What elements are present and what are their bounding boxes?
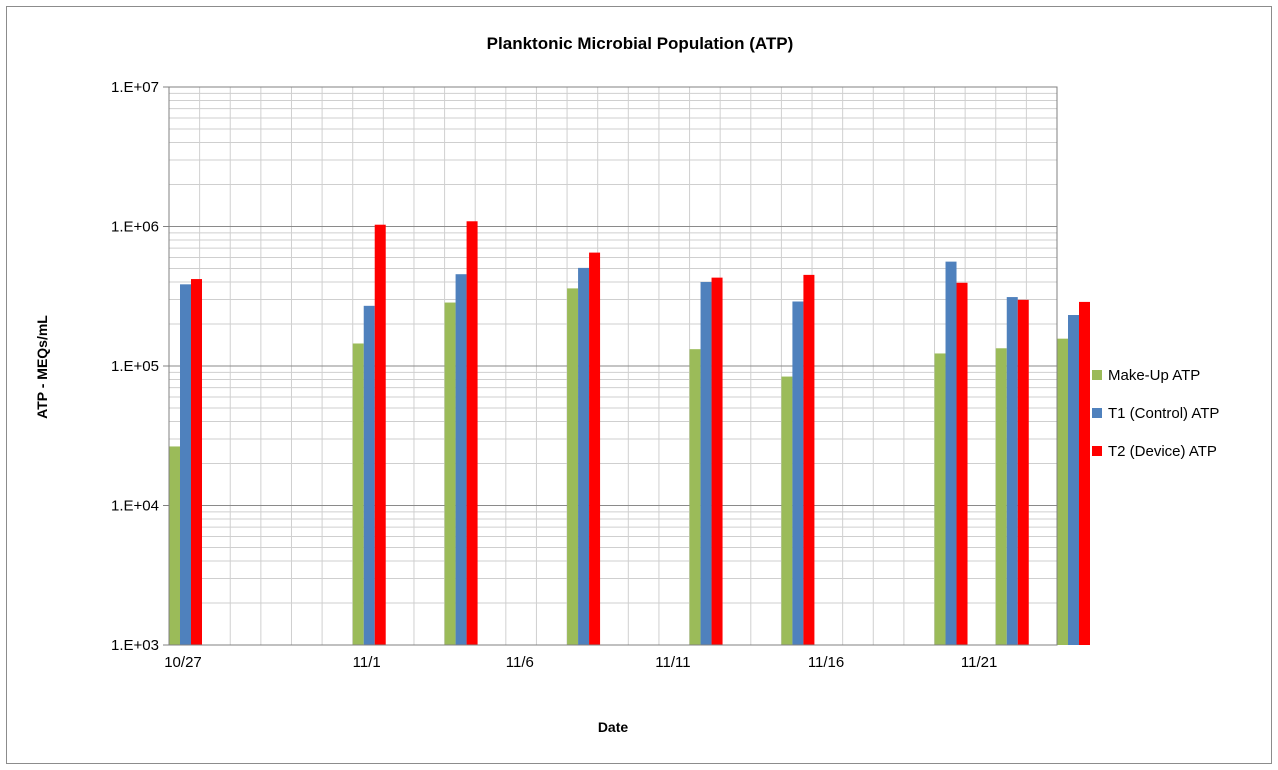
y-axis-title: ATP - MEQs/mL	[34, 315, 50, 419]
x-tick-label: 11/11	[655, 654, 690, 671]
x-tick-label: 11/1	[353, 654, 381, 671]
bar	[1079, 301, 1090, 645]
bar	[711, 277, 723, 645]
bar	[792, 301, 804, 645]
x-tick-label: 10/27	[164, 654, 202, 671]
bars	[169, 221, 1090, 646]
y-axis-ticks: 1.E+03 1.E+04 1.E+05 1.E+06 1.E+07	[111, 79, 169, 654]
bar	[995, 348, 1007, 645]
bar	[1057, 338, 1068, 645]
bar	[578, 267, 590, 645]
bar	[1017, 299, 1029, 645]
legend-label: Make-Up ATP	[1108, 367, 1200, 384]
x-tick-label: 11/21	[961, 654, 997, 671]
bar	[444, 302, 456, 645]
chart-title: Planktonic Microbial Population (ATP)	[487, 34, 794, 53]
legend-swatch	[1092, 408, 1102, 418]
bar	[689, 349, 701, 645]
y-tick-label: 1.E+07	[111, 79, 159, 96]
bar	[956, 282, 968, 645]
x-axis-ticks: 10/27 11/1 11/6 11/11 11/16 11/21	[164, 654, 997, 671]
bar	[352, 343, 364, 645]
y-tick-label: 1.E+06	[111, 219, 159, 236]
bar	[191, 279, 202, 645]
y-tick-label: 1.E+04	[111, 498, 159, 515]
x-tick-label: 11/6	[506, 654, 534, 671]
bar	[700, 282, 712, 645]
bar	[803, 274, 815, 645]
legend-swatch	[1092, 446, 1102, 456]
bar	[169, 446, 180, 645]
bar	[363, 305, 375, 645]
bar	[374, 224, 386, 645]
bar	[466, 221, 478, 646]
bar	[1006, 297, 1018, 645]
legend-swatch	[1092, 370, 1102, 380]
legend-label: T1 (Control) ATP	[1108, 405, 1219, 422]
bar	[180, 284, 191, 645]
bar	[567, 288, 579, 645]
bar	[781, 376, 793, 645]
bar	[455, 274, 467, 645]
legend-label: T2 (Device) ATP	[1108, 443, 1217, 460]
bar	[589, 252, 601, 646]
bar	[1068, 315, 1079, 645]
x-axis-title: Date	[598, 719, 629, 735]
grid	[169, 87, 1057, 645]
bar	[934, 353, 946, 645]
y-tick-label: 1.E+05	[111, 358, 159, 375]
x-tick-label: 11/16	[808, 654, 844, 671]
bar	[945, 261, 957, 645]
legend: Make-Up ATP T1 (Control) ATP T2 (Device) A…	[1092, 367, 1219, 460]
y-tick-label: 1.E+03	[111, 637, 159, 654]
